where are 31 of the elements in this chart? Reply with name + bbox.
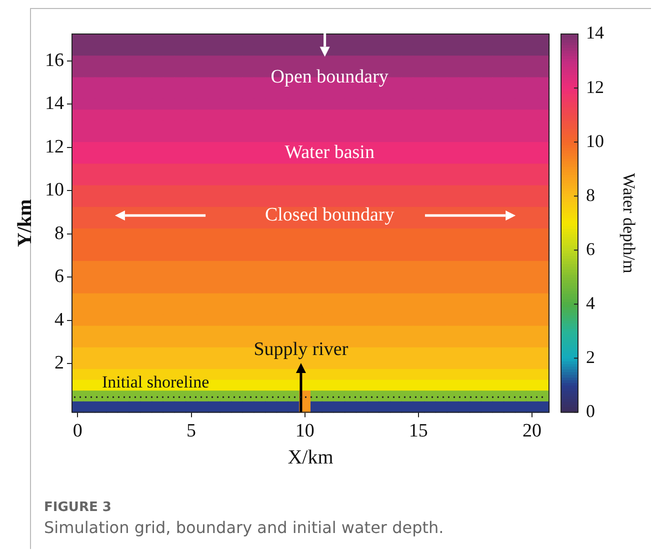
annotation: Water basin [284,142,375,164]
annotation: Supply river [254,338,349,360]
y-tick-label: 16 [45,50,64,71]
y-tick-label: 4 [54,309,64,330]
x-axis-title: X/km [288,446,334,468]
text: Simulation grid, boundary and initial water depth. [44,518,444,537]
y-tick-label: 10 [45,180,64,201]
color-bar-label: 14 [586,22,604,43]
color-bar-label: 4 [586,292,595,313]
color-bar-label: 8 [586,184,595,205]
color-bar-title: Water depth/m [620,173,639,274]
color-bar-label: 0 [586,400,595,421]
y-tick-label: 6 [54,266,64,288]
annotation: Initial shoreline [102,372,210,392]
x-tick-label: 15 [408,420,428,442]
y-tick-label: 12 [45,136,64,158]
y-axis-title: Y/km [14,198,36,247]
x-tick-label: 5 [186,420,196,442]
y-tick-label: 8 [54,222,64,244]
color-bar-label: 6 [586,238,595,259]
annotation: Open boundary [270,66,389,88]
color-bar-label: 2 [586,346,595,367]
x-tick-label: 0 [72,420,82,442]
caption: FIGURE 3 [44,500,112,515]
y-tick-label: 14 [45,93,64,114]
color-bar-label: 12 [586,76,604,97]
y-tick-label: 2 [54,352,64,374]
color-bar-label: 10 [586,130,604,151]
x-tick-label: 10 [295,420,314,442]
annotation: Closed boundary [264,204,395,226]
x-tick-label: 20 [522,420,542,442]
